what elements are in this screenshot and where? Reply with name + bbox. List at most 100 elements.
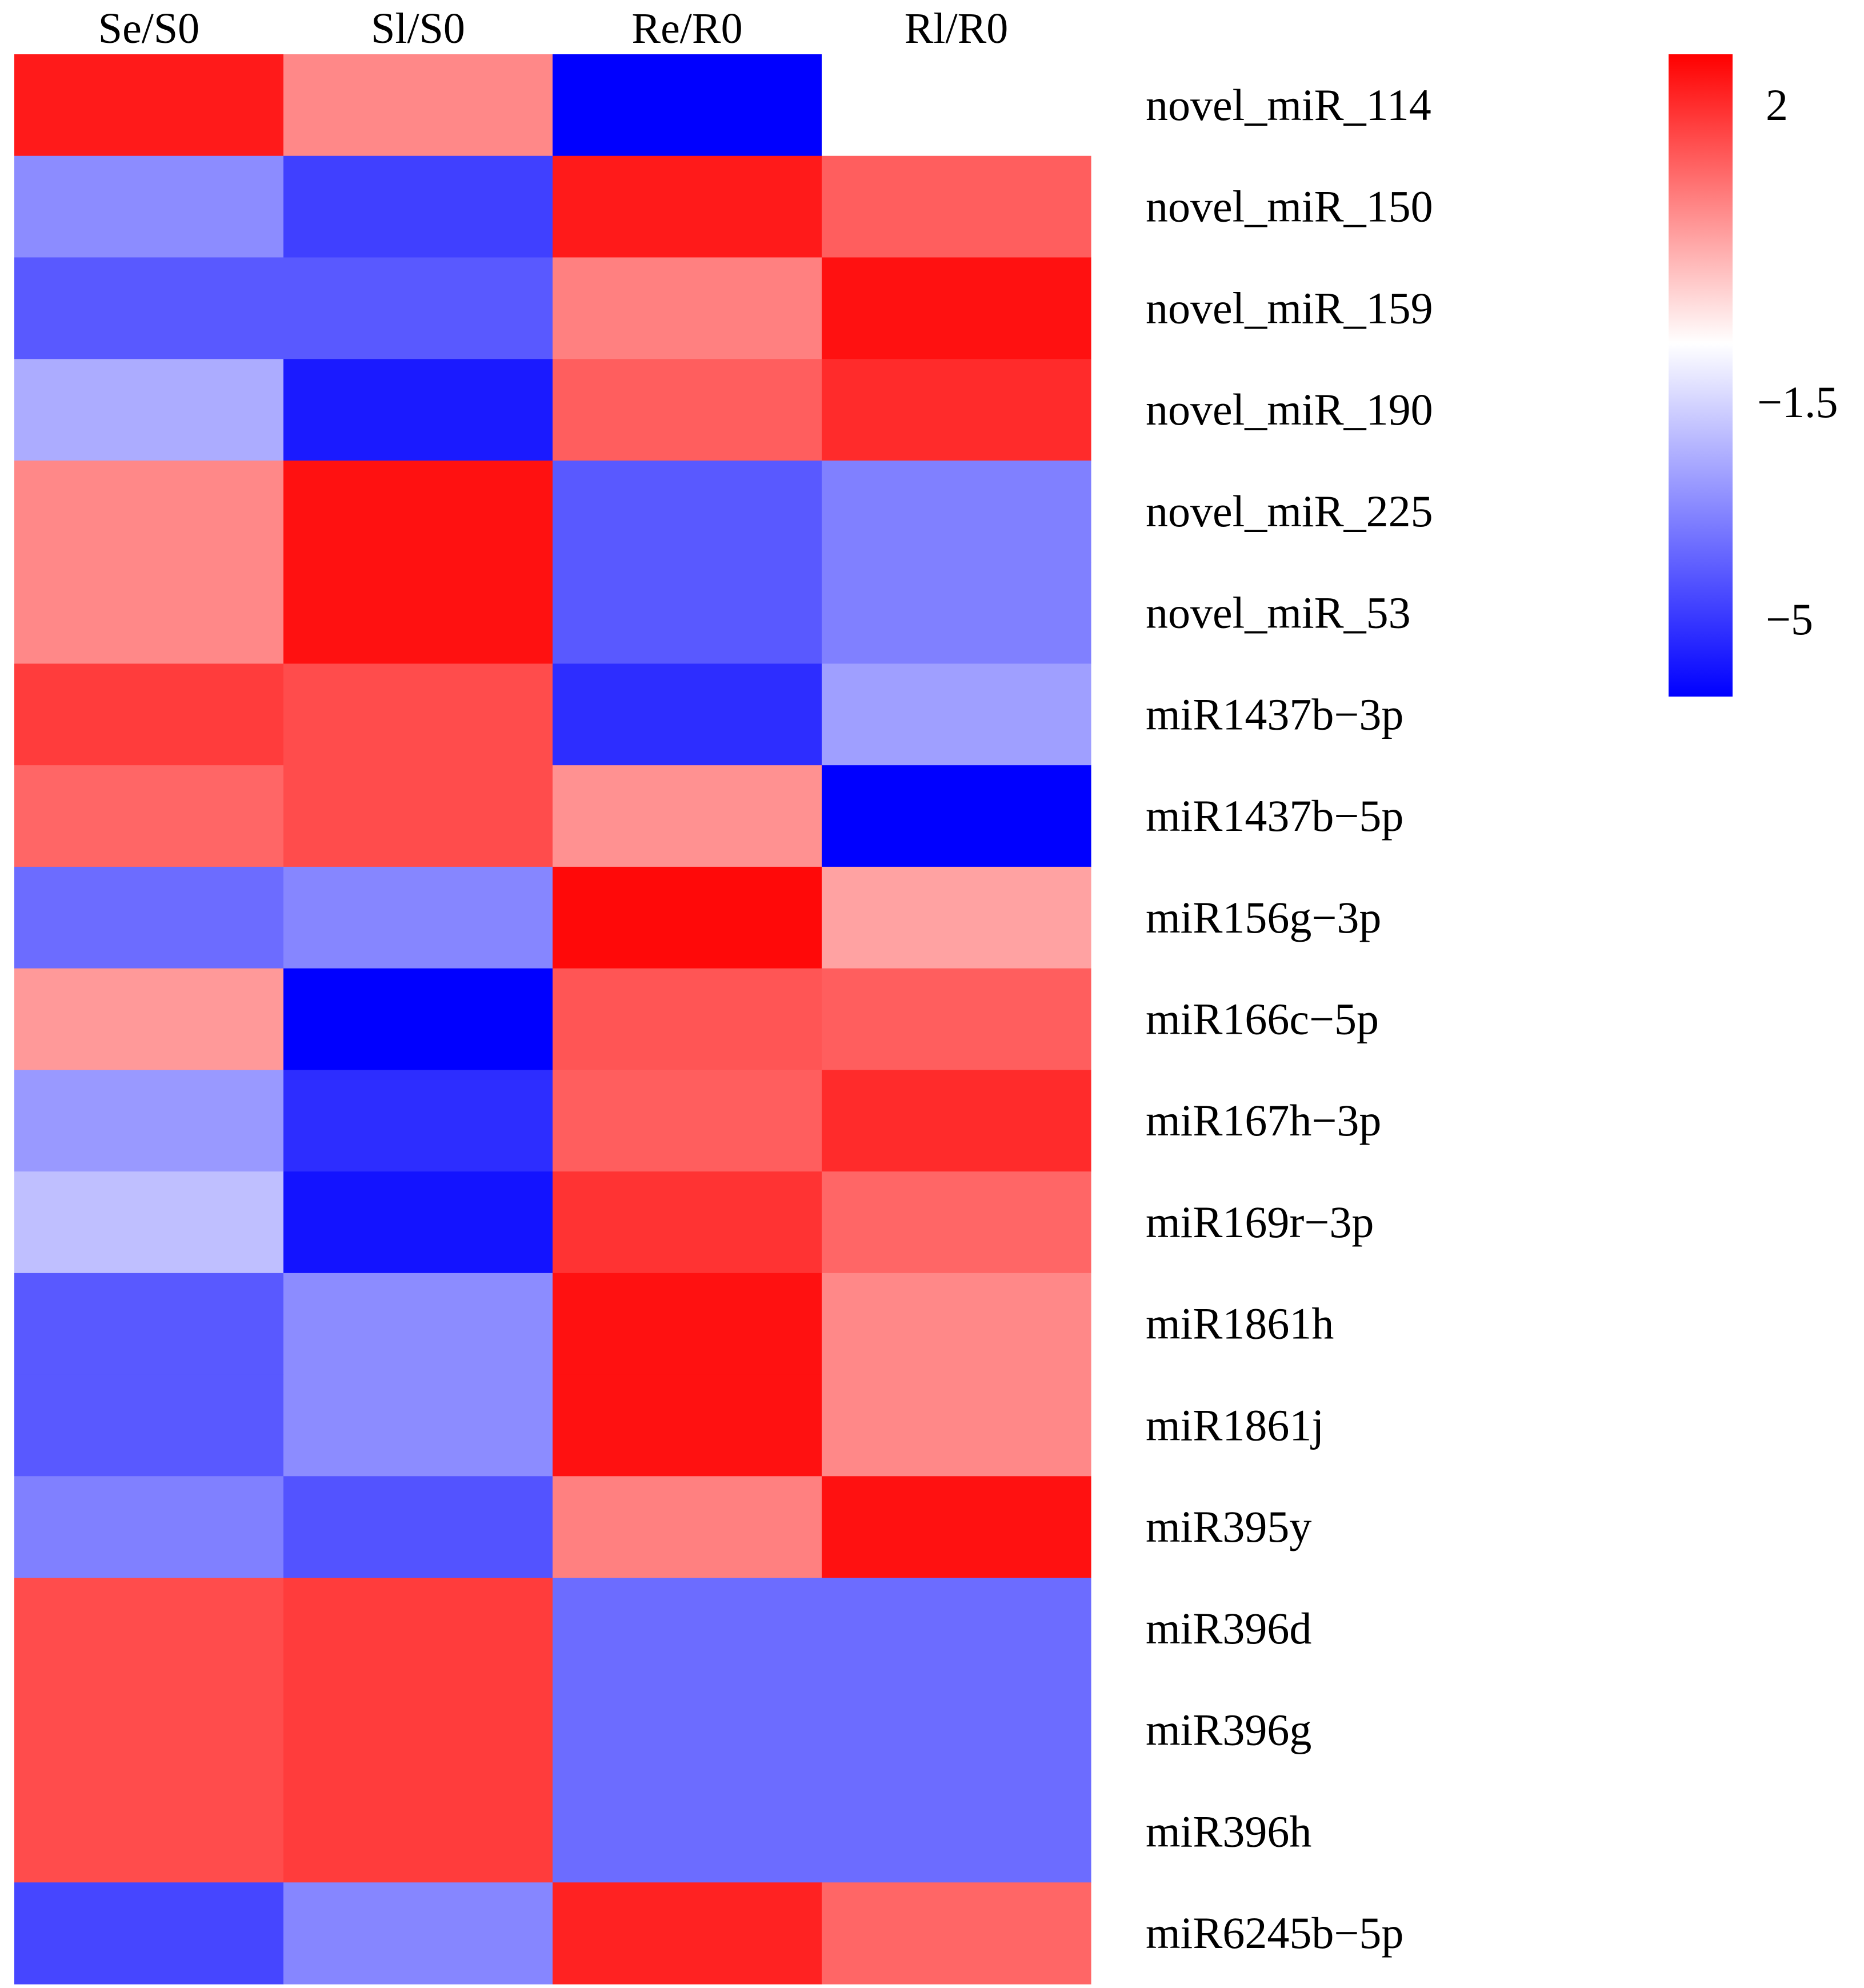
row-label-mir1861j: miR1861j bbox=[1146, 1400, 1324, 1450]
heatmap-cell-mir396d-rl-r0 bbox=[822, 1578, 1091, 1680]
legend-color-bar bbox=[1669, 54, 1733, 697]
row-label-mir396h: miR396h bbox=[1146, 1806, 1311, 1856]
row-labels: novel_miR_114 novel_miR_150 novel_miR_159n… bbox=[1146, 80, 1433, 1958]
row-label-mir169r-3p: miR169r−3p bbox=[1146, 1197, 1374, 1247]
heatmap-cell-mir156g-3p-re-r0 bbox=[553, 866, 822, 969]
heatmap-cell-mir169r-3p-rl-r0 bbox=[822, 1171, 1091, 1274]
legend-tick-label: −5 bbox=[1766, 594, 1813, 644]
heatmap-cell-mir169r-3p-re-r0 bbox=[553, 1171, 822, 1274]
heatmap-cell-novel-mir-114-sl-s0 bbox=[283, 54, 553, 157]
heatmap-cell-novel-mir-114-rl-r0 bbox=[822, 54, 1091, 157]
heatmap-cell-novel-mir-159-sl-s0 bbox=[283, 257, 553, 359]
heatmap-cell-mir167h-3p-re-r0 bbox=[553, 1070, 822, 1172]
heatmap-cell-mir396g-sl-s0 bbox=[283, 1679, 553, 1782]
color-legend: 2 −1.5 −5 bbox=[1669, 54, 1838, 697]
heatmap-cell-mir1437b-3p-sl-s0 bbox=[283, 663, 553, 766]
heatmap-cell-mir166c-5p-rl-r0 bbox=[822, 968, 1091, 1070]
heatmap-cell-mir167h-3p-se-s0 bbox=[14, 1070, 284, 1172]
heatmap-cell-novel-mir-159-re-r0 bbox=[553, 257, 822, 359]
heatmap-cell-mir169r-3p-sl-s0 bbox=[283, 1171, 553, 1274]
heatmap-cell-novel-mir-53-se-s0 bbox=[14, 562, 284, 665]
heatmap-cell-novel-mir-53-sl-s0 bbox=[283, 562, 553, 665]
heatmap-cell-mir156g-3p-rl-r0 bbox=[822, 866, 1091, 969]
heatmap-cell-novel-mir-190-re-r0 bbox=[553, 359, 822, 461]
heatmap-cell-mir395y-re-r0 bbox=[553, 1476, 822, 1578]
heatmap-cell-mir395y-se-s0 bbox=[14, 1476, 284, 1578]
row-label-mir6245b-5p: miR6245b−5p bbox=[1146, 1908, 1403, 1958]
heatmap-cell-mir396d-sl-s0 bbox=[283, 1578, 553, 1680]
heatmap-cell-mir395y-sl-s0 bbox=[283, 1476, 553, 1578]
heatmap-cell-mir166c-5p-se-s0 bbox=[14, 968, 284, 1070]
heatmap-cell-mir167h-3p-sl-s0 bbox=[283, 1070, 553, 1172]
heatmap-cell-novel-mir-225-re-r0 bbox=[553, 460, 822, 563]
heatmap-cell-novel-mir-190-rl-r0 bbox=[822, 359, 1091, 461]
heatmap-cell-novel-mir-190-se-s0 bbox=[14, 359, 284, 461]
heatmap-cell-mir396g-se-s0 bbox=[14, 1679, 284, 1782]
heatmap-cells bbox=[14, 54, 1091, 1985]
heatmap-cell-mir396g-re-r0 bbox=[553, 1679, 822, 1782]
heatmap-cell-mir1861j-rl-r0 bbox=[822, 1374, 1091, 1477]
heatmap-cell-mir396g-rl-r0 bbox=[822, 1679, 1091, 1782]
heatmap-cell-mir396d-se-s0 bbox=[14, 1578, 284, 1680]
heatmap-cell-mir1861j-se-s0 bbox=[14, 1374, 284, 1477]
row-label-novel-mir-159: novel_miR_159 bbox=[1146, 283, 1433, 333]
row-label-novel-mir-53: novel_miR_53 bbox=[1146, 588, 1411, 638]
heatmap-cell-novel-mir-225-sl-s0 bbox=[283, 460, 553, 563]
heatmap-cell-mir1861h-re-r0 bbox=[553, 1273, 822, 1375]
heatmap-cell-mir6245b-5p-re-r0 bbox=[553, 1882, 822, 1985]
column-label-se-s0: Se/S0 bbox=[98, 5, 199, 53]
row-label-novel-mir-225: novel_miR_225 bbox=[1146, 486, 1433, 536]
heatmap-cell-novel-mir-225-se-s0 bbox=[14, 460, 284, 563]
heatmap-cell-mir396h-re-r0 bbox=[553, 1781, 822, 1883]
heatmap-cell-mir1861h-se-s0 bbox=[14, 1273, 284, 1375]
heatmap-cell-mir1861h-rl-r0 bbox=[822, 1273, 1091, 1375]
heatmap-cell-novel-mir-225-rl-r0 bbox=[822, 460, 1091, 563]
column-label-re-r0: Re/R0 bbox=[631, 5, 742, 53]
heatmap-cell-mir166c-5p-sl-s0 bbox=[283, 968, 553, 1070]
column-label-sl-s0: Sl/S0 bbox=[371, 5, 465, 53]
heatmap-cell-novel-mir-53-re-r0 bbox=[553, 562, 822, 665]
heatmap-cell-mir1437b-5p-rl-r0 bbox=[822, 765, 1091, 867]
legend-tick-label: 2 bbox=[1766, 80, 1788, 130]
row-label-mir1861h: miR1861h bbox=[1146, 1299, 1334, 1349]
heatmap-cell-mir1437b-3p-rl-r0 bbox=[822, 663, 1091, 766]
heatmap-cell-mir396h-rl-r0 bbox=[822, 1781, 1091, 1883]
row-label-novel-mir-190: novel_miR_190 bbox=[1146, 385, 1433, 434]
heatmap-cell-novel-mir-114-re-r0 bbox=[553, 54, 822, 157]
heatmap-cell-novel-mir-114-se-s0 bbox=[14, 54, 284, 157]
heatmap-cell-novel-mir-190-sl-s0 bbox=[283, 359, 553, 461]
heatmap-cell-mir395y-rl-r0 bbox=[822, 1476, 1091, 1578]
heatmap-cell-novel-mir-150-re-r0 bbox=[553, 155, 822, 258]
legend-tick-label: −1.5 bbox=[1757, 377, 1838, 427]
heatmap-cell-mir156g-3p-sl-s0 bbox=[283, 866, 553, 969]
heatmap-cell-novel-mir-150-rl-r0 bbox=[822, 155, 1091, 258]
row-label-mir1437b-5p: miR1437b−5p bbox=[1146, 791, 1403, 841]
heatmap-cell-mir6245b-5p-rl-r0 bbox=[822, 1882, 1091, 1985]
heatmap-cell-novel-mir-150-sl-s0 bbox=[283, 155, 553, 258]
heatmap-cell-novel-mir-53-rl-r0 bbox=[822, 562, 1091, 665]
row-label-mir396g: miR396g bbox=[1146, 1705, 1311, 1755]
heatmap-cell-mir396h-sl-s0 bbox=[283, 1781, 553, 1883]
heatmap-cell-mir396h-se-s0 bbox=[14, 1781, 284, 1883]
heatmap-cell-mir1861j-sl-s0 bbox=[283, 1374, 553, 1477]
heatmap-cell-mir1861j-re-r0 bbox=[553, 1374, 822, 1477]
row-label-novel-mir-114: novel_miR_114 bbox=[1146, 80, 1431, 130]
heatmap-cell-mir166c-5p-re-r0 bbox=[553, 968, 822, 1070]
column-labels: Se/S0 Sl/S0 Re/R0 Rl/R0 bbox=[98, 5, 1009, 53]
heatmap-cell-novel-mir-159-se-s0 bbox=[14, 257, 284, 359]
heatmap-cell-mir156g-3p-se-s0 bbox=[14, 866, 284, 969]
heatmap-cell-mir1861h-sl-s0 bbox=[283, 1273, 553, 1375]
column-label-rl-r0: Rl/R0 bbox=[905, 5, 1009, 53]
heatmap-cell-mir1437b-3p-re-r0 bbox=[553, 663, 822, 766]
row-label-mir167h-3p: miR167h−3p bbox=[1146, 1095, 1381, 1145]
heatmap-cell-mir1437b-3p-se-s0 bbox=[14, 663, 284, 766]
heatmap-cell-mir1437b-5p-re-r0 bbox=[553, 765, 822, 867]
row-label-mir395y: miR395y bbox=[1146, 1502, 1311, 1551]
row-label-mir396d: miR396d bbox=[1146, 1603, 1311, 1653]
row-label-mir156g-3p: miR156g−3p bbox=[1146, 893, 1381, 942]
heatmap-cell-mir6245b-5p-se-s0 bbox=[14, 1882, 284, 1985]
heatmap-cell-mir1437b-5p-sl-s0 bbox=[283, 765, 553, 867]
heatmap-cell-novel-mir-159-rl-r0 bbox=[822, 257, 1091, 359]
heatmap-cell-mir1437b-5p-se-s0 bbox=[14, 765, 284, 867]
